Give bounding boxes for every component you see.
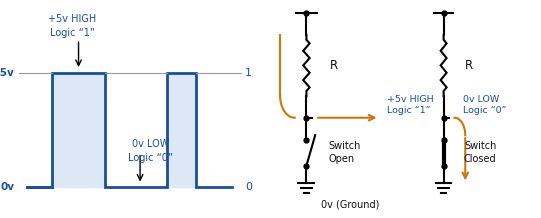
Text: 0v LOW: 0v LOW xyxy=(131,139,169,149)
Text: Switch
Closed: Switch Closed xyxy=(464,141,497,164)
Text: Logic “0”: Logic “0” xyxy=(128,153,173,163)
Text: 0: 0 xyxy=(245,182,252,192)
Text: Logic “1”: Logic “1” xyxy=(50,28,95,38)
Text: R: R xyxy=(465,59,473,72)
Text: +5v: +5v xyxy=(295,0,318,2)
Text: 0v: 0v xyxy=(1,182,15,192)
Text: R: R xyxy=(330,59,338,72)
Text: +5v: +5v xyxy=(0,68,15,78)
Text: 0v LOW
Logic “0”: 0v LOW Logic “0” xyxy=(463,95,506,115)
Text: +5v HIGH: +5v HIGH xyxy=(48,14,96,24)
Text: +5v HIGH
Logic “1”: +5v HIGH Logic “1” xyxy=(387,95,433,115)
Text: Switch
Open: Switch Open xyxy=(328,141,361,164)
Text: 0v (Ground): 0v (Ground) xyxy=(321,200,379,210)
Text: 1: 1 xyxy=(245,68,252,78)
Text: +5v: +5v xyxy=(432,0,455,2)
